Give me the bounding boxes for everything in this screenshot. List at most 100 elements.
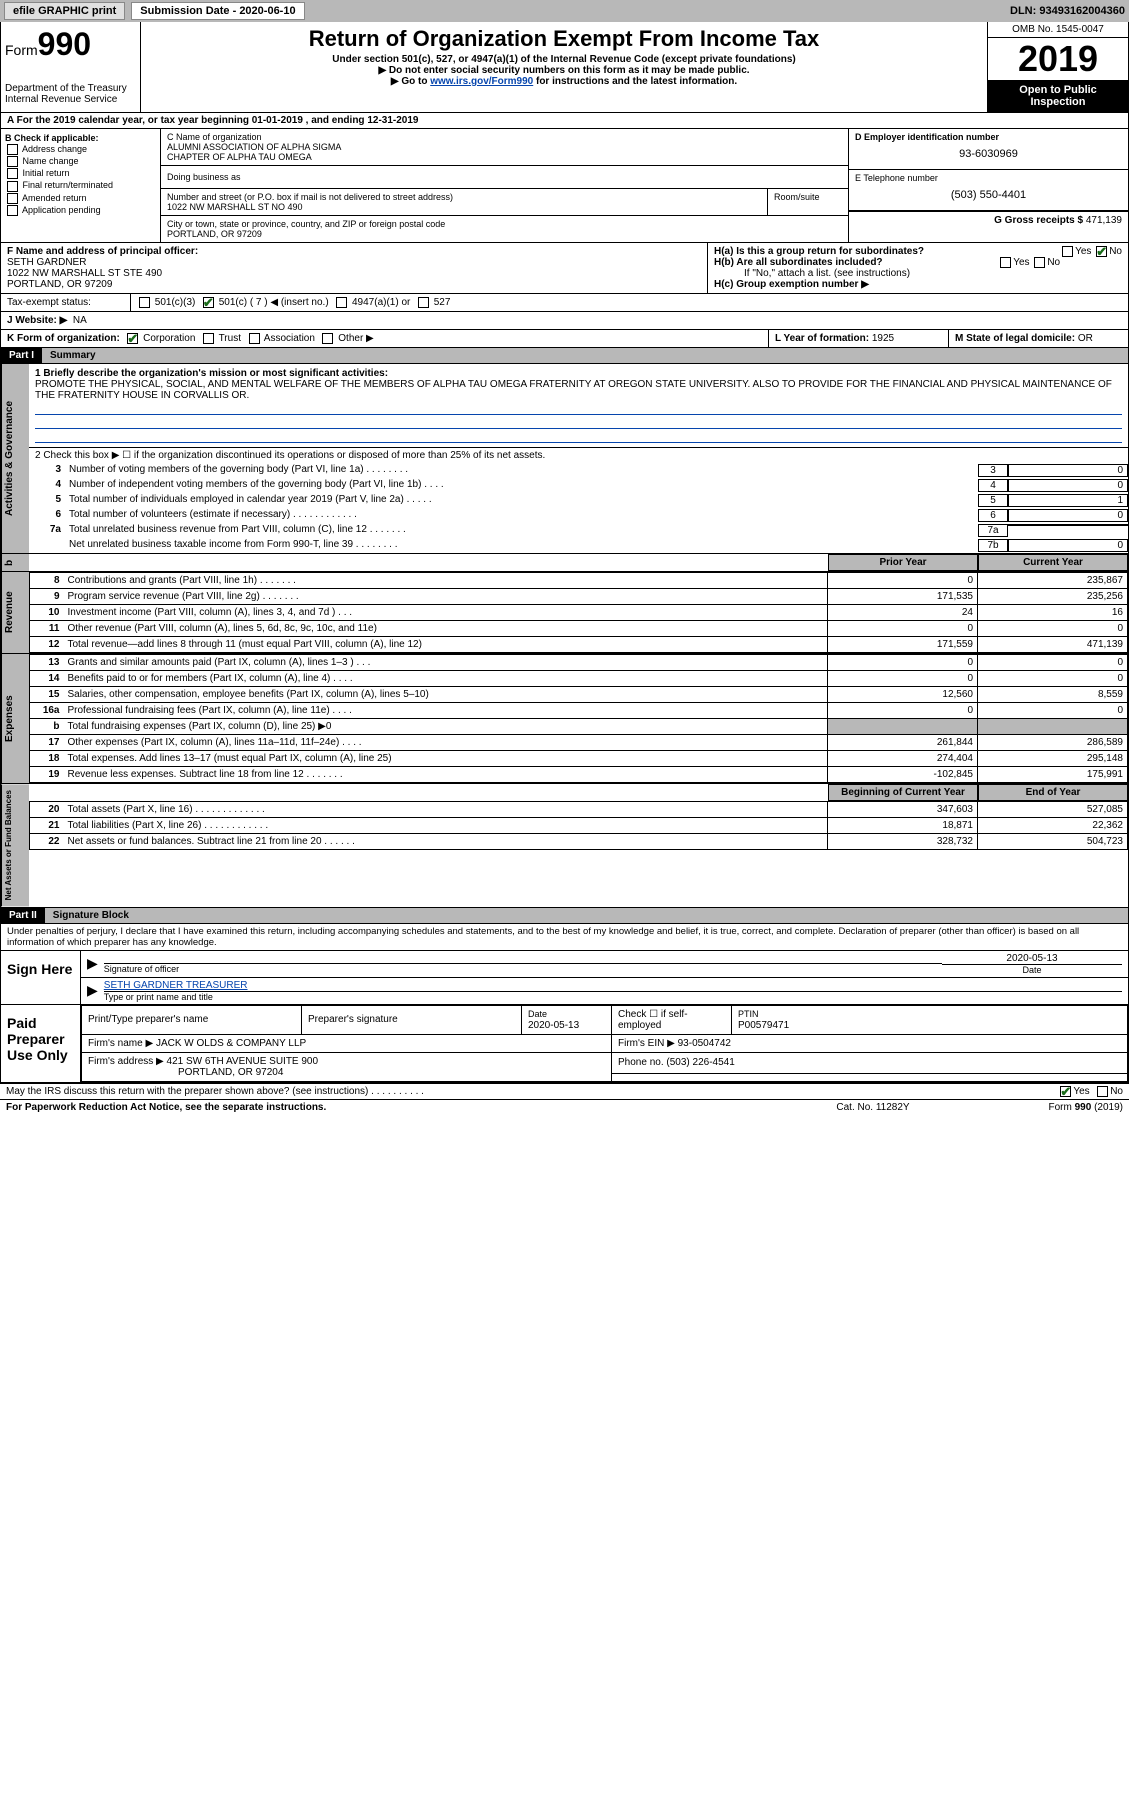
tax-exempt-label: Tax-exempt status: <box>1 294 131 311</box>
sign-here-label: Sign Here <box>1 951 81 1004</box>
table-row: 17Other expenses (Part IX, column (A), l… <box>30 735 1128 751</box>
na-head: Net Assets or Fund Balances Beginning of… <box>0 784 1129 907</box>
mission-text: PROMOTE THE PHYSICAL, SOCIAL, AND MENTAL… <box>35 379 1122 401</box>
ha-yes[interactable] <box>1062 246 1073 257</box>
officer-addr2: PORTLAND, OR 97209 <box>7 279 701 290</box>
k-other[interactable] <box>322 333 333 344</box>
table-row: 20Total assets (Part X, line 16) . . . .… <box>30 802 1128 818</box>
table-row: 16aProfessional fundraising fees (Part I… <box>30 703 1128 719</box>
table-row: 14Benefits paid to or for members (Part … <box>30 671 1128 687</box>
firm-ein: Firm's EIN ▶ 93-0504742 <box>612 1034 1128 1052</box>
firm-phone: Phone no. (503) 226-4541 <box>612 1052 1128 1073</box>
firm-name: Firm's name ▶ JACK W OLDS & COMPANY LLP <box>82 1034 612 1052</box>
summary-line: 7aTotal unrelated business revenue from … <box>29 523 1128 538</box>
city-label: City or town, state or province, country… <box>167 219 842 229</box>
discuss-no[interactable] <box>1097 1086 1108 1097</box>
check-name-change[interactable] <box>7 156 18 167</box>
officer-label: F Name and address of principal officer: <box>7 246 701 257</box>
block-f-h-i-j-k: F Name and address of principal officer:… <box>0 243 1129 348</box>
irs-link[interactable]: www.irs.gov/Form990 <box>430 76 533 87</box>
line-1-label: 1 Briefly describe the organization's mi… <box>35 368 1122 379</box>
expenses-block: Expenses 13Grants and similar amounts pa… <box>0 654 1129 784</box>
tab-expenses: Expenses <box>1 654 29 783</box>
part-2-header: Part II Signature Block <box>0 908 1129 924</box>
arrow-icon: ▶ <box>87 982 98 999</box>
sig-officer-label: Signature of officer <box>104 964 942 974</box>
ha-no[interactable] <box>1096 246 1107 257</box>
form-title: Return of Organization Exempt From Incom… <box>145 26 983 52</box>
h-b: H(b) Are all subordinates included? Yes … <box>714 257 1122 268</box>
ein-value: 93-6030969 <box>855 142 1122 166</box>
subtitle-1: Under section 501(c), 527, or 4947(a)(1)… <box>145 54 983 65</box>
te-4947[interactable] <box>336 297 347 308</box>
org-name: ALUMNI ASSOCIATION OF ALPHA SIGMA CHAPTE… <box>167 142 842 162</box>
col-b-checkboxes: B Check if applicable: Address change Na… <box>1 129 161 242</box>
footer: For Paperwork Reduction Act Notice, see … <box>0 1099 1129 1115</box>
form-of-org: K Form of organization: Corporation Trus… <box>1 330 768 347</box>
form-header: Form990 Department of the Treasury Inter… <box>0 22 1129 113</box>
hb-yes[interactable] <box>1000 257 1011 268</box>
h-c: H(c) Group exemption number ▶ <box>714 279 1122 290</box>
k-assoc[interactable] <box>249 333 260 344</box>
k-trust[interactable] <box>203 333 214 344</box>
te-501c3[interactable] <box>139 297 150 308</box>
activities-governance-block: Activities & Governance 1 Briefly descri… <box>0 364 1129 554</box>
officer-name: SETH GARDNER <box>7 257 701 268</box>
firm-address: Firm's address ▶ 421 SW 6TH AVENUE SUITE… <box>82 1052 612 1081</box>
head-current-year: Current Year <box>978 554 1128 571</box>
table-row: 13Grants and similar amounts paid (Part … <box>30 655 1128 671</box>
discuss-yes[interactable] <box>1060 1086 1071 1097</box>
head-eoy: End of Year <box>978 784 1128 801</box>
k-corp[interactable] <box>127 333 138 344</box>
paid-preparer-block: Paid Preparer Use Only Print/Type prepar… <box>0 1005 1129 1083</box>
summary-line: Net unrelated business taxable income fr… <box>29 538 1128 553</box>
state-domicile: M State of legal domicile: OR <box>948 330 1128 347</box>
line-2: 2 Check this box ▶ ☐ if the organization… <box>29 448 1128 463</box>
table-row: 18Total expenses. Add lines 13–17 (must … <box>30 751 1128 767</box>
prep-name-label: Print/Type preparer's name <box>82 1005 302 1034</box>
subtitle-3: ▶ Go to www.irs.gov/Form990 for instruct… <box>145 76 983 87</box>
ein-label: D Employer identification number <box>855 132 1122 142</box>
part-1-header: Part I Summary <box>0 348 1129 364</box>
table-row: 22Net assets or fund balances. Subtract … <box>30 834 1128 850</box>
hb-no[interactable] <box>1034 257 1045 268</box>
year-formation: L Year of formation: 1925 <box>768 330 948 347</box>
open-to-public: Open to Public Inspection <box>988 80 1128 112</box>
name-title-label: Type or print name and title <box>104 992 1122 1002</box>
arrow-icon: ▶ <box>87 955 98 972</box>
submission-date: Submission Date - 2020-06-10 <box>131 2 304 20</box>
topbar: efile GRAPHIC print Submission Date - 20… <box>0 0 1129 22</box>
tab-activities-governance: Activities & Governance <box>1 364 29 553</box>
table-row: 10Investment income (Part VIII, column (… <box>30 605 1128 621</box>
perjury-declaration: Under penalties of perjury, I declare th… <box>0 924 1129 951</box>
dba-label: Doing business as <box>161 166 848 189</box>
check-amended[interactable] <box>7 193 18 204</box>
prep-date: Date2020-05-13 <box>522 1005 612 1034</box>
prep-self-employed: Check ☐ if self-employed <box>612 1005 732 1034</box>
head-boy: Beginning of Current Year <box>828 784 978 801</box>
tax-exempt-options: 501(c)(3) 501(c) ( 7 ) ◀ (insert no.) 49… <box>131 294 1128 311</box>
website-row: J Website: ▶ NA <box>1 312 1128 329</box>
table-row: 8Contributions and grants (Part VIII, li… <box>30 573 1128 589</box>
check-initial-return[interactable] <box>7 168 18 179</box>
table-row: 9Program service revenue (Part VIII, lin… <box>30 589 1128 605</box>
table-row: 12Total revenue—add lines 8 through 11 (… <box>30 637 1128 653</box>
summary-line: 6Total number of volunteers (estimate if… <box>29 508 1128 523</box>
check-address-change[interactable] <box>7 144 18 155</box>
city-state-zip: PORTLAND, OR 97209 <box>167 229 842 239</box>
street-address: 1022 NW MARSHALL ST NO 490 <box>167 202 761 212</box>
te-501c[interactable] <box>203 297 214 308</box>
phone-label: E Telephone number <box>855 173 1122 183</box>
summary-line: 4Number of independent voting members of… <box>29 478 1128 493</box>
summary-line: 3Number of voting members of the governi… <box>29 463 1128 478</box>
table-row: 11Other revenue (Part VIII, column (A), … <box>30 621 1128 637</box>
subtitle-2: ▶ Do not enter social security numbers o… <box>145 65 983 76</box>
check-final-return[interactable] <box>7 181 18 192</box>
te-527[interactable] <box>418 297 429 308</box>
check-app-pending[interactable] <box>7 205 18 216</box>
efile-button[interactable]: efile GRAPHIC print <box>4 2 125 20</box>
dln: DLN: 93493162004360 <box>1010 5 1125 17</box>
table-row: 15Salaries, other compensation, employee… <box>30 687 1128 703</box>
summary-line: 5Total number of individuals employed in… <box>29 493 1128 508</box>
head-prior-year: Prior Year <box>828 554 978 571</box>
